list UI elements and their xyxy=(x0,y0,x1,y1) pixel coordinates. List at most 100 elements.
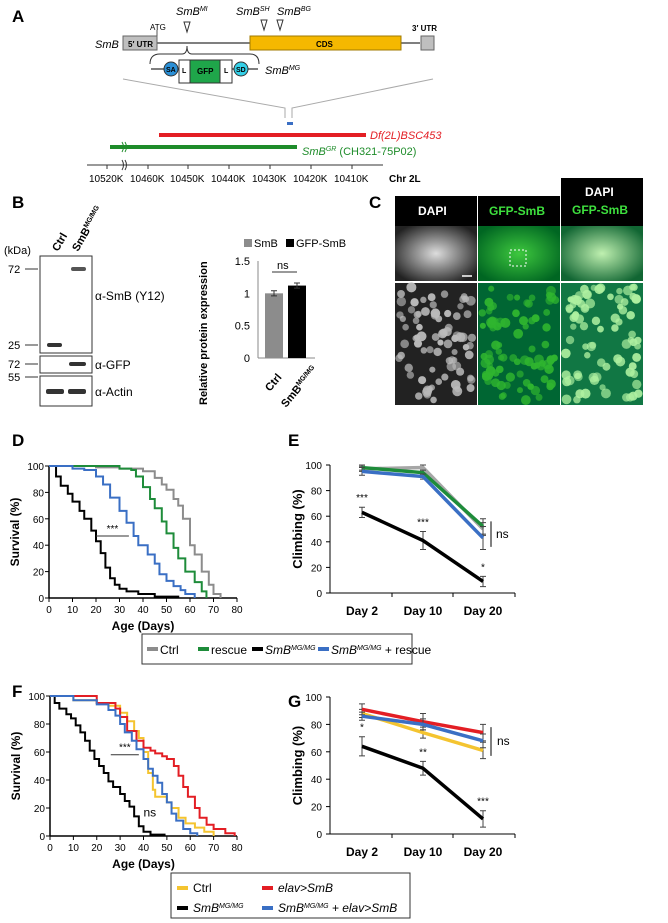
error-bar xyxy=(294,282,300,289)
tick-label: 10450K xyxy=(170,174,205,185)
y-tick-label: 100 xyxy=(27,462,44,473)
y-tick-label: 1 xyxy=(244,288,250,300)
panel-label: G xyxy=(288,692,301,711)
nucleus xyxy=(496,380,506,391)
marker-55: 55 xyxy=(8,372,20,384)
survival-chart-f: F 0 10 20 30 40 50 60 70 80 0 20 40 60 80 100 Age (Days)… xyxy=(9,682,243,871)
y-axis-label: Survival (%) xyxy=(9,732,23,801)
y-tick-label: 80 xyxy=(311,720,323,731)
nucleus xyxy=(540,375,549,384)
rescue-label: SmBGR (CH321-75P02) xyxy=(302,146,416,158)
nucleus xyxy=(543,309,551,316)
sig-label: * xyxy=(360,723,364,734)
nucleus xyxy=(599,384,606,391)
x-tick-label: Day 20 xyxy=(464,845,503,859)
marker-72: 72 xyxy=(8,359,20,371)
nucleus xyxy=(422,385,433,396)
nucleus xyxy=(404,363,413,373)
nucleus xyxy=(496,342,503,349)
nucleus xyxy=(621,339,632,349)
bar xyxy=(265,293,283,358)
x-tick-label: Day 2 xyxy=(346,845,378,859)
nucleus xyxy=(541,340,550,349)
nucleus xyxy=(440,290,449,298)
climbing-line-smb-mg-mg-elav-smb xyxy=(361,714,484,743)
nucleus xyxy=(415,392,423,400)
legend-swatch xyxy=(286,239,294,247)
tick-label: 10430K xyxy=(252,174,287,185)
nucleus xyxy=(439,328,447,336)
x-tick-label: Day 2 xyxy=(346,604,378,618)
band xyxy=(46,389,64,394)
svg-text:SmBMG/MG + elav>SmB: SmBMG/MG + elav>SmB xyxy=(278,901,397,915)
nucleus xyxy=(452,386,463,397)
nucleus xyxy=(418,376,427,385)
nucleus xyxy=(591,316,601,326)
gfp-construct: SA SD L L GFP SmBMG xyxy=(151,59,301,84)
nucleus xyxy=(628,330,636,339)
nucleus xyxy=(516,387,524,394)
y-tick-label: 0 xyxy=(38,594,44,605)
dapi-image xyxy=(395,226,477,281)
y-axis-label: Relative protein expression xyxy=(198,261,210,405)
nucleus xyxy=(427,293,436,302)
nucleus xyxy=(580,284,589,294)
y-tick-label: 60 xyxy=(311,748,323,759)
x-tick-label: 80 xyxy=(231,605,243,616)
atg-label: ATG xyxy=(150,23,166,32)
nucleus xyxy=(629,292,637,301)
nucleus xyxy=(497,354,505,361)
svg-text:SmBMG/MG + rescue: SmBMG/MG + rescue xyxy=(331,643,432,657)
svg-text:SmBMI: SmBMI xyxy=(176,6,208,18)
nucleus xyxy=(618,305,628,315)
svg-text:L: L xyxy=(182,68,187,75)
svg-text:SmBMG/MG: SmBMG/MG xyxy=(193,901,244,915)
x-tick-label: Day 20 xyxy=(464,604,503,618)
survival-curve-ctrl xyxy=(50,695,215,836)
nucleus xyxy=(487,316,497,326)
antibody-actin: α-Actin xyxy=(95,385,133,399)
y-tick-label: 80 xyxy=(33,488,45,499)
svg-text:SmBBG: SmBBG xyxy=(277,6,312,18)
nucleus xyxy=(615,318,623,326)
climbing-chart-e: E 0 20 40 60 80 100 Day 2 Day 10 Day 20 Climbing (… xyxy=(288,431,516,618)
nucleus xyxy=(546,379,556,389)
deficiency-bar xyxy=(159,133,366,137)
merge-image xyxy=(561,226,643,281)
nucleus xyxy=(528,294,536,302)
nucleus xyxy=(611,324,619,332)
gene-name: SmB xyxy=(95,39,119,51)
nucleus xyxy=(561,394,572,405)
nucleus xyxy=(590,284,597,291)
nucleus xyxy=(520,395,531,405)
climbing-line-smb-mg-mg xyxy=(361,744,485,821)
cds-box xyxy=(249,35,402,51)
nucleus xyxy=(628,362,637,371)
nucleus xyxy=(457,303,464,310)
svg-text:rescue: rescue xyxy=(211,643,247,657)
allele-mi: SmBMI xyxy=(176,6,208,34)
smb-locus-marker xyxy=(287,122,293,125)
y-tick-label: 60 xyxy=(34,748,46,759)
y-axis-label: Climbing (%) xyxy=(290,489,305,568)
y-tick-label: 100 xyxy=(305,693,322,704)
x-tick-label: 40 xyxy=(138,843,150,854)
x-tick-label: 40 xyxy=(137,605,149,616)
nucleus xyxy=(495,348,503,355)
y-tick-label: 1.5 xyxy=(235,256,250,268)
nucleus xyxy=(452,361,462,371)
y-tick-label: 0 xyxy=(316,589,322,600)
y-tick-label: 20 xyxy=(311,803,323,814)
x-tick-label: 70 xyxy=(208,843,220,854)
nucleus xyxy=(396,296,407,307)
legend-d-e: Ctrl rescue SmBMG/MG SmBMG/MG + rescue xyxy=(141,633,432,665)
y-tick-label: 40 xyxy=(311,775,323,786)
sig-label: *** xyxy=(107,524,119,535)
blot-gfp xyxy=(39,355,93,374)
nucleus xyxy=(416,323,423,331)
insertion-brace xyxy=(149,45,260,65)
utr5-box xyxy=(122,35,158,51)
nucleus xyxy=(561,348,571,359)
nucleus xyxy=(406,282,417,293)
